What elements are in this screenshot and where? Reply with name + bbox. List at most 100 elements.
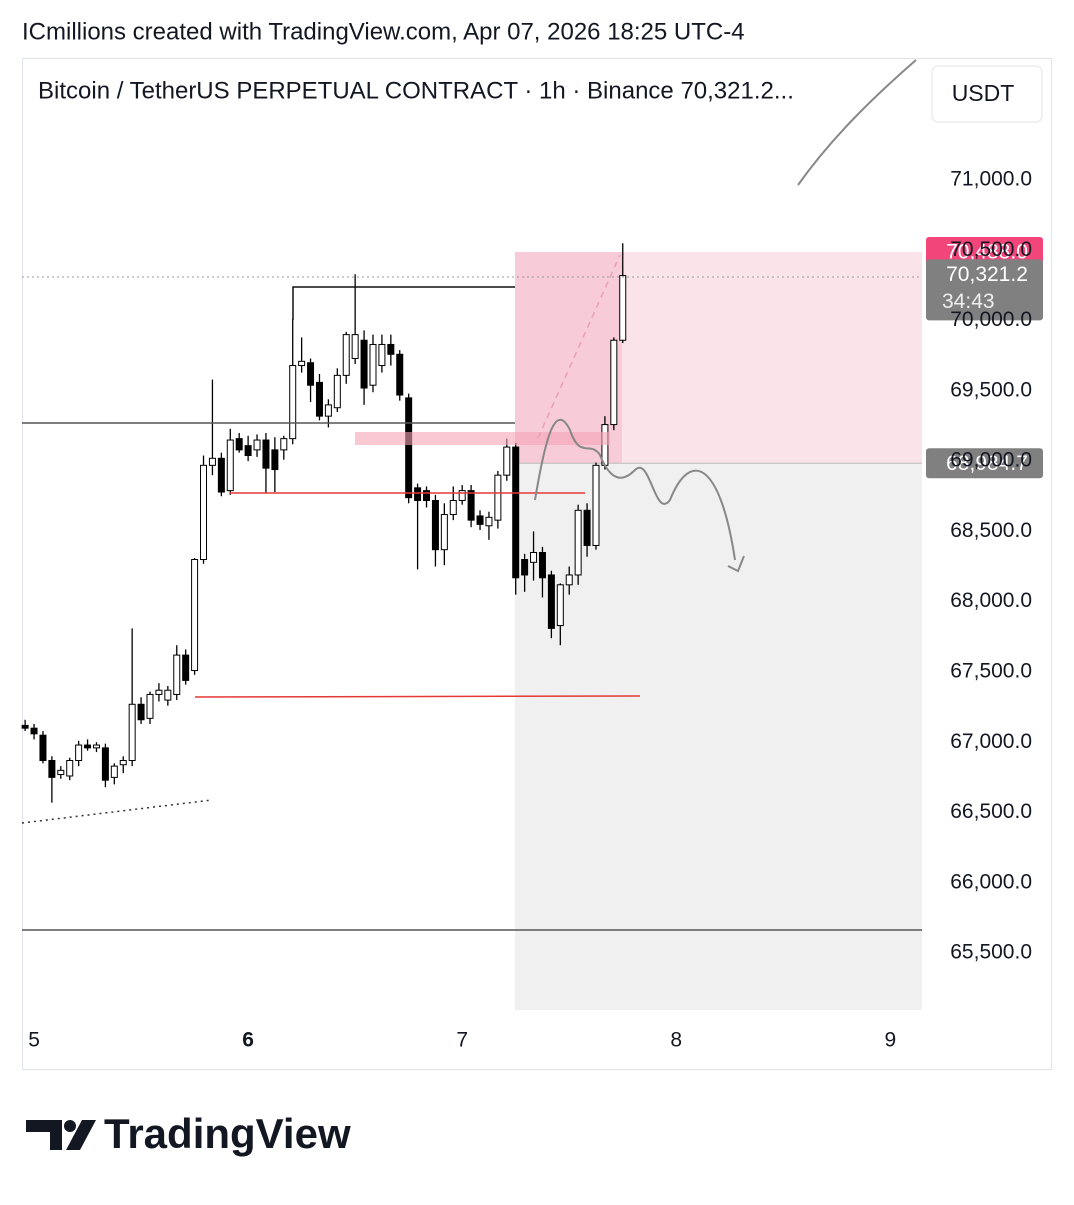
candle-body <box>538 551 546 579</box>
candle-body <box>530 551 538 563</box>
candle-body <box>298 360 306 367</box>
candle-body <box>333 374 341 409</box>
freehand <box>797 59 917 186</box>
range-box <box>292 286 515 320</box>
freehand-arrow <box>534 418 745 573</box>
candle-body <box>494 474 502 521</box>
candle-body <box>253 439 261 451</box>
candle-body <box>583 509 591 546</box>
candle-body <box>351 334 359 360</box>
last-price-label: 70,321.2 <box>946 263 1028 286</box>
candle-body <box>21 724 29 729</box>
plot <box>21 243 627 803</box>
candle-body <box>39 734 47 762</box>
candle-body <box>467 490 475 521</box>
stop-label: 70,488.0 <box>946 241 1028 264</box>
candle-body <box>307 362 315 386</box>
candle-body <box>262 439 270 469</box>
price-tags: 70,488.070,321.2 34:43 68,984.7 <box>926 236 1043 479</box>
candle-body <box>414 487 422 501</box>
candle-body <box>476 515 484 525</box>
currency[interactable]: USDT <box>952 80 1015 106</box>
y-tick-label: 69,000.0 <box>950 449 1032 472</box>
candle-body <box>30 727 38 735</box>
candle-body <box>610 339 618 426</box>
candle-body <box>324 404 332 417</box>
y-tick-label: 66,000.0 <box>950 870 1032 893</box>
annotations <box>21 59 922 931</box>
y-tick-label: 67,000.0 <box>950 730 1032 753</box>
candle-body <box>66 760 74 777</box>
candle-body <box>84 744 92 749</box>
candle-body <box>342 334 350 376</box>
candle-body <box>485 516 493 527</box>
candle-body <box>512 446 520 579</box>
y-tick-label: 68,500.0 <box>950 519 1032 542</box>
entry-label: 68,984.7 <box>946 452 1028 475</box>
candle-body <box>226 439 234 492</box>
candle-body <box>423 490 431 501</box>
candle-body <box>369 343 377 386</box>
candle-body <box>547 574 555 629</box>
candle-body <box>57 769 65 776</box>
y-tick-label: 70,000.0 <box>950 308 1032 331</box>
candle-body <box>405 397 413 499</box>
candle-body <box>182 654 190 681</box>
entry-tag <box>926 448 1043 479</box>
candle-body <box>101 747 109 781</box>
candle-body <box>458 490 466 501</box>
candle-body <box>200 464 208 561</box>
candle-body <box>92 744 100 749</box>
candle-body <box>556 584 564 627</box>
candle-body <box>271 449 279 471</box>
candle-body <box>155 689 163 695</box>
x-tick-label: 6 <box>242 1029 254 1052</box>
x-tick-label: 9 <box>884 1029 896 1052</box>
frame <box>22 58 1052 1070</box>
position-line <box>537 254 621 439</box>
y-tick-label: 70,500.0 <box>950 238 1032 261</box>
candle-body <box>235 438 243 451</box>
candle-body <box>521 559 529 576</box>
y-tick-label: 68,000.0 <box>950 589 1032 612</box>
level-line <box>194 695 641 698</box>
x-tick-label: 5 <box>28 1029 40 1052</box>
candle-body <box>173 654 181 695</box>
chart-title: Bitcoin / TetherUS PERPETUAL CONTRACT · … <box>38 77 794 104</box>
x-tick-label: 8 <box>670 1029 682 1052</box>
candle-body <box>208 457 216 466</box>
candle-body <box>217 457 225 493</box>
candle-body <box>289 365 297 440</box>
last-price-tag <box>926 259 1043 321</box>
candle-body <box>503 446 511 476</box>
candle-body <box>378 343 386 367</box>
target-zone <box>515 463 922 1010</box>
y-tick-label: 67,500.0 <box>950 660 1032 683</box>
candle-body <box>128 703 136 762</box>
candle-body <box>164 689 172 701</box>
logo-text: TradingView <box>104 1110 351 1157</box>
currency-button[interactable] <box>931 65 1043 123</box>
y-tick-label: 66,500.0 <box>950 800 1032 823</box>
candle-body <box>315 381 323 417</box>
countdown: 34:43 <box>942 290 995 313</box>
candle-body <box>119 760 127 766</box>
candle-body <box>280 438 288 451</box>
x-tick-label: 7 <box>456 1029 468 1052</box>
candle-body <box>360 339 368 389</box>
candle-body <box>146 693 154 719</box>
y-tick-label: 69,500.0 <box>950 378 1032 401</box>
candle-body <box>48 760 56 778</box>
drawings <box>515 251 922 1010</box>
candle-body <box>387 343 395 355</box>
candle-body <box>440 514 448 551</box>
candle-body <box>449 499 457 516</box>
candle-body <box>110 765 118 778</box>
candle-body <box>431 499 439 551</box>
candle-body <box>244 445 252 456</box>
candle-body <box>574 509 582 576</box>
credit: ICmillions created with TradingView.com,… <box>22 18 745 45</box>
y-tick-label: 65,500.0 <box>950 941 1032 964</box>
y-tick-label: 71,000.0 <box>950 168 1032 191</box>
